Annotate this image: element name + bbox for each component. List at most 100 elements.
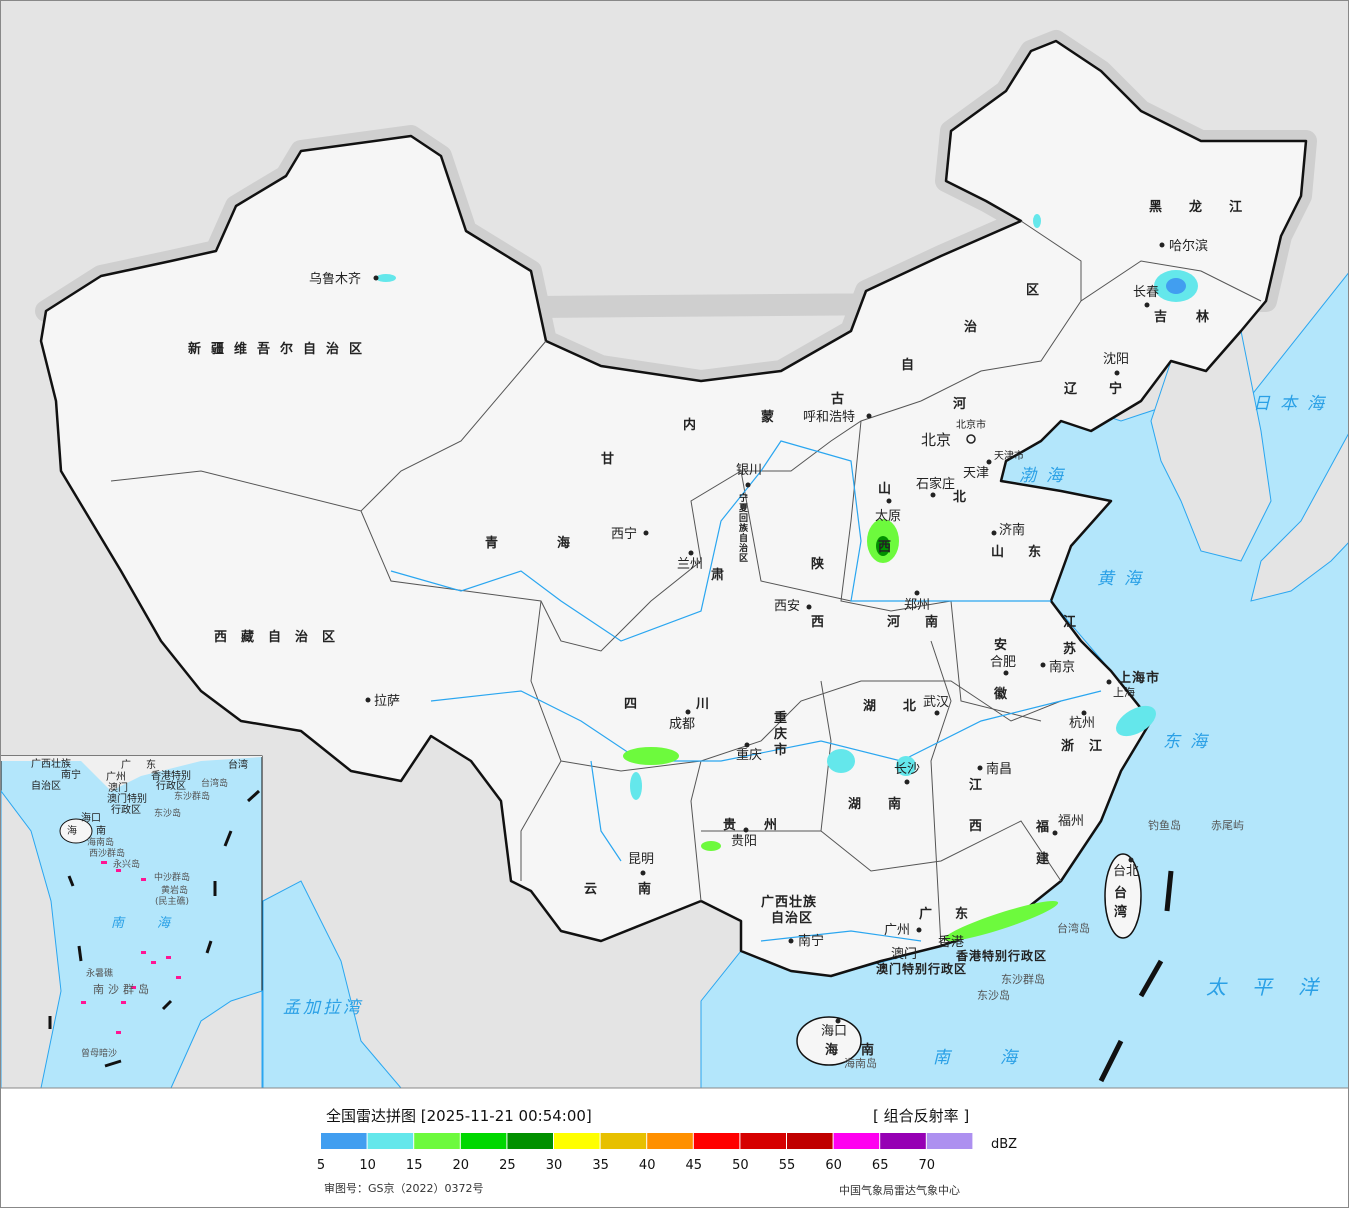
inset-xisha: 西沙群岛: [89, 847, 125, 859]
label-taiwan-1: 台: [1114, 885, 1128, 901]
label-hunan-1: 湖: [848, 797, 862, 812]
label-dongsha-islands: 东沙群岛: [1001, 972, 1045, 986]
boundary-dashes: [1098, 870, 1174, 1083]
city-labels: 乌鲁木齐 拉萨 西宁 兰州 银川 呼和浩特 哈尔滨 长春 沈阳 北京 天津 石家…: [309, 238, 1208, 1039]
colorbar-segment: [833, 1133, 880, 1149]
inset-guangxi-2: 自治区: [31, 779, 61, 792]
province-labels: 新疆维吾尔自治区 西藏自治区 青 海 甘 肃 内 蒙 古 自 治 区 黑 龙 江…: [188, 199, 1242, 1058]
city-yinchuan: 银川: [736, 463, 762, 478]
city-guangzhou: 广州: [884, 923, 910, 938]
city-taipei: 台北: [1113, 864, 1139, 879]
label-hainan-island: 海南岛: [844, 1056, 877, 1070]
label-nmg-2: 蒙: [761, 409, 775, 425]
label-henan-1: 河: [887, 614, 901, 630]
city-kunming: 昆明: [628, 852, 654, 867]
inset-macau-sar: 澳门特别: [107, 792, 147, 805]
city-hohhot: 呼和浩特: [803, 410, 855, 425]
inset-hainan-2: 南: [96, 824, 106, 837]
inset-guangzhou: 广州: [106, 771, 126, 783]
south-china-sea-inset: [1, 755, 263, 1089]
label-jilin-1: 吉: [1154, 310, 1168, 325]
sea-bay-of-bengal: 孟加拉湾: [283, 998, 363, 1018]
taiwan-island: [1104, 853, 1142, 939]
inset-hainan-1: 海: [67, 824, 77, 837]
label-henan-2: 南: [925, 614, 939, 630]
approval-number: 审图号：GS京（2022）0372号: [324, 1181, 484, 1195]
colorbar-segment: [460, 1133, 507, 1149]
inset-huangyan: 黄岩岛: [161, 884, 188, 896]
label-gansu-1: 甘: [601, 451, 615, 467]
label-yunnan-1: 云: [584, 882, 598, 897]
colorbar-tick-label: 40: [639, 1158, 656, 1173]
inset-hainan-island: 海南岛: [87, 836, 114, 848]
city-urumqi: 乌鲁木齐: [309, 271, 361, 287]
label-qinghai-1: 青: [485, 535, 499, 551]
label-xinjiang: 新疆维吾尔自治区: [188, 341, 372, 357]
label-macau: 澳门: [891, 946, 917, 962]
label-guizhou-1: 贵: [723, 817, 737, 833]
colorbar-tick-label: 60: [825, 1158, 842, 1173]
label-jilin-2: 林: [1196, 309, 1210, 325]
colorbar-segment: [507, 1133, 553, 1149]
inset-dongsha-islands: 东沙群岛: [174, 790, 210, 802]
colorbar-segment: [321, 1133, 367, 1149]
label-chongqing-3: 市: [774, 742, 788, 758]
inset-nanning: 南宁: [61, 768, 81, 781]
colorbar-tick-label: 65: [872, 1158, 889, 1173]
sea-bohai: 渤海: [1019, 466, 1073, 486]
label-nmg-5: 治: [964, 319, 978, 335]
label-liaoning-2: 宁: [1109, 381, 1123, 397]
label-zhejiang-2: 江: [1089, 738, 1103, 754]
label-yunnan-2: 南: [638, 881, 652, 897]
label-shandong-1: 山: [991, 544, 1005, 560]
label-liaoning-1: 辽: [1064, 382, 1078, 397]
colorbar-tick-label: 15: [406, 1158, 423, 1173]
sea-south-china: 南海: [933, 1048, 1067, 1068]
city-tianjin: 天津: [963, 466, 989, 481]
rivers: [390, 440, 1102, 942]
colorbar-segment: [880, 1133, 926, 1149]
label-guangdong-1: 广: [919, 906, 933, 922]
label-hongkong-sar: 香港特别行政区: [955, 948, 1047, 963]
sea-yellow: 黄海: [1097, 569, 1151, 589]
label-chongqing-2: 庆: [773, 726, 788, 742]
label-xizang: 西藏自治区: [214, 629, 349, 645]
colorbar-segment: [787, 1133, 833, 1149]
colorbar-segment: [600, 1133, 647, 1149]
label-zhejiang-1: 浙: [1061, 738, 1075, 754]
label-ningxia: 宁夏回族自治区: [737, 492, 749, 563]
city-zhengzhou: 郑州: [904, 598, 930, 613]
colorbar-tick-label: 35: [592, 1158, 609, 1173]
city-shanghai-municipality: 上海市: [1118, 670, 1160, 686]
china-land: [39, 39, 1308, 978]
inset-hk-sar-2: 行政区: [156, 779, 186, 792]
city-changsha: 长沙: [894, 762, 920, 777]
inset-minzhu: (民主礁): [155, 895, 189, 907]
label-hunan-2: 南: [888, 796, 902, 812]
province-boundaries: [110, 220, 1262, 947]
japan: [1250, 433, 1348, 602]
label-guangxi-1: 广西壮族: [761, 894, 817, 910]
city-harbin: 哈尔滨: [1169, 238, 1208, 254]
city-fuzhou: 福州: [1058, 814, 1084, 829]
label-shanxi-2: 西: [878, 540, 892, 555]
city-nanchang: 南昌: [986, 761, 1012, 777]
city-chongqing: 重庆: [736, 747, 762, 763]
city-haikou: 海口: [821, 1024, 847, 1039]
city-xian: 西安: [774, 599, 800, 614]
label-gansu-2: 肃: [711, 567, 725, 583]
label-hainan-2: 南: [861, 1042, 875, 1058]
label-guangdong-2: 东: [955, 906, 969, 922]
label-hebei-1: 河: [953, 396, 967, 412]
label-hebei-2: 北: [953, 490, 967, 505]
label-shaanxi-1: 陕: [811, 556, 825, 572]
city-beijing: 北京: [921, 431, 951, 449]
city-shanghai: 上海: [1113, 685, 1135, 699]
city-tianjin-municipality: 天津市: [994, 449, 1024, 462]
label-shaanxi-2: 西: [811, 615, 825, 630]
inset-yongshu: 永暑礁: [86, 967, 113, 979]
city-lhasa: 拉萨: [374, 694, 400, 709]
inset-taiwan-island: 台湾岛: [201, 777, 228, 789]
colorbar-segment: [414, 1133, 460, 1149]
